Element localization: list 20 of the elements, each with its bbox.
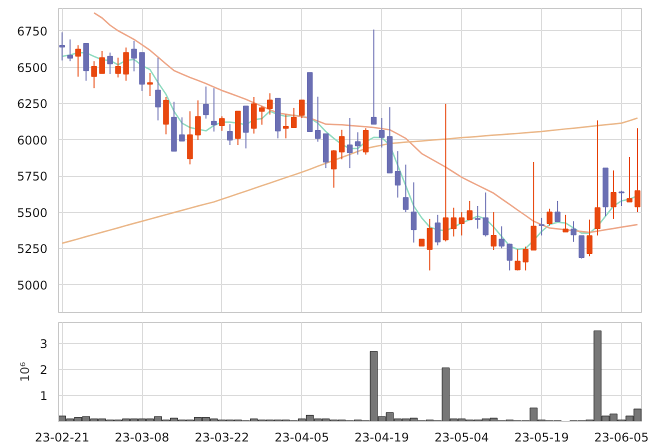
x-tick-label: 23-05-04 [434,430,489,444]
x-tick-label: 23-06-05 [594,430,649,444]
y-axis-title: 10⁶ [18,362,32,382]
y-tick-label: 5000 [16,278,48,292]
y-tick-label: 5750 [16,170,48,184]
y-tick-label: 3 [40,336,48,351]
y-tick-label: 1 [40,388,48,403]
y-tick-label: 5500 [16,206,48,220]
x-tick-label: 23-03-08 [114,430,170,444]
y-tick-label: 5250 [16,242,48,256]
x-tick-label: 23-03-22 [194,430,250,444]
y-tick-label: 6000 [16,133,48,148]
y-tick-label: 6500 [16,60,48,75]
y-tick-label: 2 [40,362,48,377]
x-tick-label: 23-02-21 [34,430,90,444]
x-tick-label: 23-04-05 [274,430,330,444]
x-tick-label: 23-04-19 [354,430,409,444]
y-tick-label: 6250 [16,97,48,112]
x-tick-label: 23-05-19 [514,430,569,444]
y-tick-label: 6750 [16,24,48,38]
